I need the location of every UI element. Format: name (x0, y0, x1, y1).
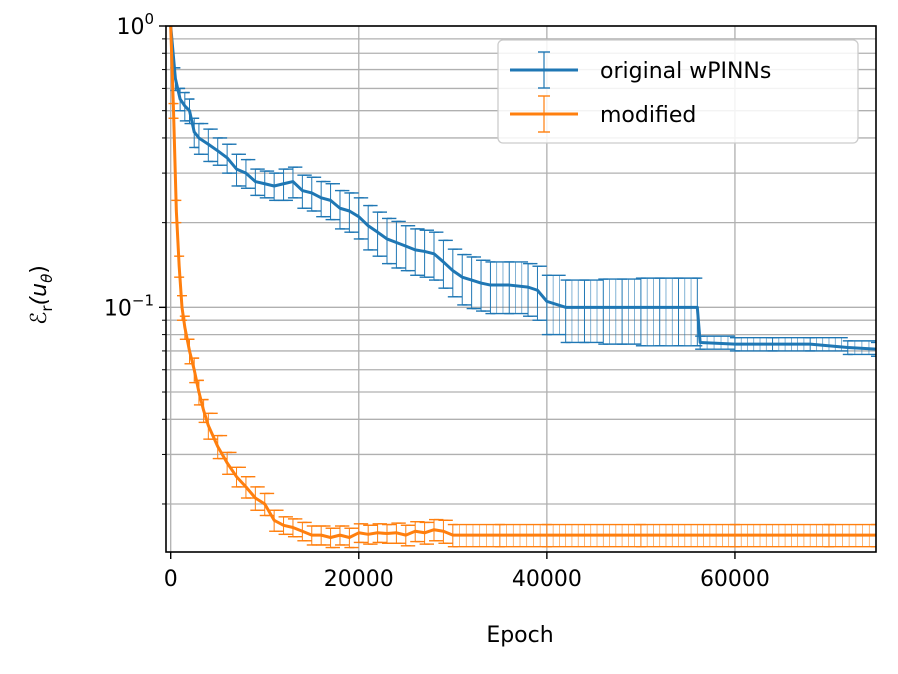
legend-label-original-wpinns: original wPINNs (600, 59, 771, 84)
x-tick-label: 20000 (324, 567, 394, 592)
series-layer (168, 25, 876, 549)
x-axis-label: Epoch (486, 623, 553, 648)
y-axis-label-sub: r (38, 305, 56, 312)
plot-frame (165, 25, 877, 553)
y-axis-label-main: ℰ (27, 312, 52, 325)
x-tick-label: 0 (164, 567, 178, 592)
y-axis-label-sub2: θ (38, 274, 56, 283)
y-axis-label-rest: (u (27, 283, 52, 306)
legend-key-modified (510, 95, 578, 133)
y-axis-label: ℰr(uθ) (27, 265, 56, 325)
legend-box (497, 39, 859, 144)
series-modified (168, 25, 876, 549)
series-line (169, 25, 876, 540)
x-tick-label: 40000 (512, 567, 582, 592)
y-tick-label: 10−1 (104, 291, 154, 321)
y-tick-label: 100 (116, 10, 154, 40)
x-tick-label: 60000 (700, 567, 770, 592)
legend-key-original-wpinns (510, 51, 578, 89)
legend-label-modified: modified (600, 103, 696, 128)
y-tick-label-base: 10 (116, 15, 144, 40)
y-tick-label-base: 10 (104, 296, 132, 321)
series-line (169, 25, 876, 351)
y-tick-label-exponent: −1 (132, 291, 154, 309)
y-axis-label-close: ) (27, 265, 52, 274)
legend: original wPINNs modified (497, 39, 859, 144)
series-original-wpinns (169, 25, 876, 357)
y-tick-label-exponent: 0 (144, 10, 154, 28)
